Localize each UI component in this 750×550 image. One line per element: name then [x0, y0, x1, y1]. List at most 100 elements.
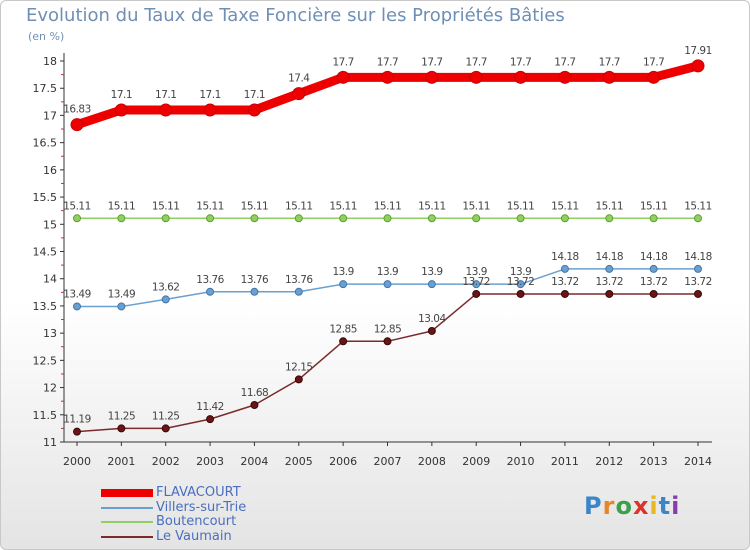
- data-label: 17.1: [244, 89, 265, 101]
- x-tick-label: 2008: [418, 455, 446, 468]
- data-label: 15.11: [196, 200, 224, 212]
- data-point: [694, 214, 702, 223]
- data-point: [605, 289, 614, 298]
- x-tick-label: 2013: [640, 455, 668, 468]
- data-point: [117, 302, 126, 311]
- data-label: 15.11: [285, 200, 313, 212]
- data-point: [250, 287, 259, 296]
- data-label: 15.11: [596, 200, 624, 212]
- data-label: 12.15: [285, 361, 313, 373]
- y-tick-label: 12: [43, 382, 57, 395]
- data-label: 17.1: [111, 89, 132, 101]
- data-label: 14.18: [640, 251, 668, 263]
- x-tick-label: 2007: [374, 455, 402, 468]
- data-label: 17.7: [421, 56, 442, 68]
- data-label: 13.76: [241, 274, 269, 286]
- data-point: [427, 326, 436, 335]
- data-point: [605, 214, 614, 223]
- data-point: [70, 118, 84, 132]
- data-label: 11.25: [152, 410, 180, 422]
- data-label: 13.9: [466, 266, 487, 278]
- data-label: 11.25: [108, 410, 136, 422]
- data-point: [73, 214, 81, 223]
- x-tick-label: 2004: [240, 455, 268, 468]
- data-point: [206, 214, 215, 223]
- data-point: [203, 103, 217, 117]
- data-label: 17.91: [684, 45, 712, 57]
- data-label: 13.72: [596, 276, 624, 288]
- y-tick-label: 15.5: [33, 191, 58, 204]
- data-label: 17.7: [510, 56, 531, 68]
- data-label: 13.72: [551, 276, 579, 288]
- x-tick-label: 2002: [152, 455, 180, 468]
- data-point: [161, 214, 170, 223]
- data-label: 12.85: [374, 323, 402, 335]
- data-label: 15.11: [551, 200, 579, 212]
- data-point: [425, 70, 439, 84]
- data-point: [649, 289, 658, 298]
- y-tick-label: 17: [43, 109, 57, 122]
- x-tick-label: 2003: [196, 455, 224, 468]
- data-point: [114, 103, 128, 117]
- data-label: 15.11: [462, 200, 490, 212]
- data-label: 17.7: [554, 56, 575, 68]
- data-label: 12.85: [329, 323, 357, 335]
- data-point: [206, 415, 215, 424]
- legend-item: FLAVACOURT: [101, 485, 246, 501]
- legend-swatch-villers: [101, 506, 153, 509]
- data-point: [560, 289, 569, 298]
- data-point: [427, 280, 436, 289]
- data-label: 14.18: [596, 251, 624, 263]
- data-point: [117, 424, 126, 433]
- data-label: 17.7: [466, 56, 487, 68]
- data-point: [472, 289, 481, 298]
- y-tick-label: 13: [43, 327, 57, 340]
- legend: FLAVACOURT Villers-sur-Trie Boutencourt …: [101, 485, 246, 544]
- data-label: 13.49: [63, 288, 91, 300]
- data-label: 15.11: [329, 200, 357, 212]
- data-point: [247, 103, 261, 117]
- data-point: [250, 400, 259, 409]
- legend-label: Boutencourt: [156, 514, 237, 529]
- data-label: 17.7: [643, 56, 664, 68]
- data-point: [383, 337, 392, 346]
- data-label: 15.11: [108, 200, 136, 212]
- data-point: [339, 337, 348, 346]
- data-label: 11.68: [241, 387, 269, 399]
- data-point: [161, 295, 170, 304]
- unit-label: (en %): [28, 30, 65, 43]
- data-label: 13.04: [418, 313, 446, 325]
- data-point: [472, 280, 481, 289]
- legend-item: Boutencourt: [101, 514, 246, 530]
- data-label: 15.11: [63, 200, 91, 212]
- data-point: [73, 427, 81, 436]
- y-tick-label: 14: [43, 273, 57, 286]
- data-label: 13.9: [421, 266, 442, 278]
- legend-swatch-le-vaumain: [101, 535, 153, 538]
- y-tick-label: 15: [43, 218, 57, 231]
- data-label: 13.62: [152, 281, 180, 293]
- data-point: [691, 59, 705, 73]
- data-point: [558, 70, 572, 84]
- x-tick-label: 2000: [63, 455, 91, 468]
- data-point: [159, 103, 173, 117]
- y-tick-label: 17.5: [33, 82, 58, 95]
- data-label: 13.49: [108, 288, 136, 300]
- x-tick-label: 2005: [285, 455, 313, 468]
- chart-title: Evolution du Taux de Taxe Foncière sur l…: [26, 5, 565, 26]
- data-point: [294, 214, 303, 223]
- data-label: 15.11: [152, 200, 180, 212]
- data-label: 11.42: [196, 401, 224, 413]
- data-point: [560, 214, 569, 223]
- data-label: 13.72: [507, 276, 535, 288]
- y-tick-label: 11: [43, 436, 57, 449]
- data-point: [469, 70, 483, 84]
- data-point: [117, 214, 126, 223]
- y-tick-label: 14.5: [33, 246, 58, 259]
- data-point: [516, 280, 525, 289]
- data-point: [649, 214, 658, 223]
- data-point: [472, 214, 481, 223]
- data-point: [427, 214, 436, 223]
